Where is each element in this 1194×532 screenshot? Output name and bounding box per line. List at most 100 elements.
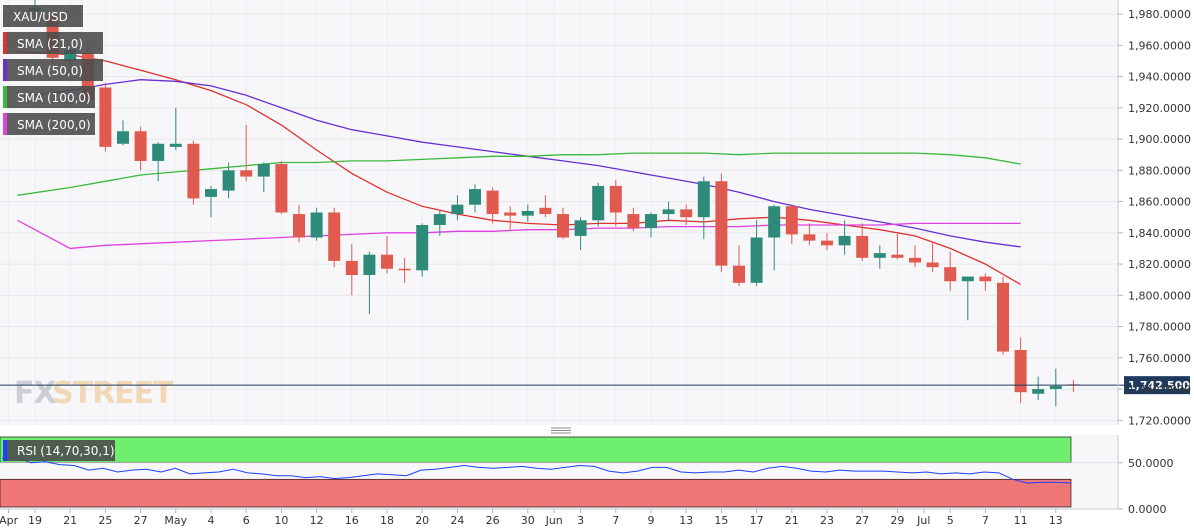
x-tick-label: Jul [916,514,930,527]
legend-rsi[interactable]: RSI (14,70,30,1) [3,440,115,461]
candle-body [398,268,411,271]
candle-body [169,143,182,147]
x-axis: Apr 19 21 25 27 May 4 6 10 12 16 18 20 24 26 30 Jun 3 7 9 13… [0,509,1063,527]
candle [838,220,851,255]
candle-body [222,170,235,191]
candle [680,204,693,225]
candle [345,243,358,296]
x-tick-label: 26 [486,514,500,527]
candle-body [293,214,305,238]
candle-body [345,260,358,275]
x-tick-label: 27 [134,514,148,527]
rsi-tick-label: 0.0000 [1128,503,1167,516]
legend-sma50-label: SMA (50,0) [17,64,83,78]
x-tick-label: 19 [28,514,42,527]
x-tick-label: 13 [1049,514,1063,527]
candle-body [187,143,200,199]
rsi-overbought-zone [0,436,1072,463]
legend-symbol[interactable]: XAU/USD [3,5,83,27]
candle-body [592,185,605,221]
x-tick-label: 27 [855,514,869,527]
y-tick-label: 1,820.0000 [1128,258,1191,271]
candle-body [257,164,270,177]
candle [557,207,569,240]
x-tick-label: 16 [345,514,359,527]
candle-body [944,267,957,282]
legend-sma21[interactable]: SMA (21,0) [3,32,103,54]
x-tick-label: 24 [450,514,464,527]
svg-text:STREET: STREET [52,376,174,411]
x-tick-label: 15 [714,514,728,527]
legend-sma100-label: SMA (100,0) [17,91,91,105]
candle [891,232,904,260]
candle [768,204,781,271]
candle [733,245,745,286]
candle [240,125,253,182]
candle-body [117,131,129,144]
candle [1014,337,1027,404]
candle [451,195,464,221]
candle [398,257,411,283]
candle-body [152,143,165,161]
x-tick-label: Apr [0,514,19,527]
candle-body [856,235,869,258]
candle [310,207,323,241]
candle [187,140,200,205]
last-price-line: 1,742.5000 [0,376,1194,395]
x-tick-label: 3 [577,514,584,527]
candle-body [240,170,253,177]
candle-body [1049,385,1062,390]
candle [521,204,534,222]
candle-body [680,209,693,218]
legend-sma200[interactable]: SMA (200,0) [3,113,95,135]
svg-text:FX: FX [14,376,56,411]
rsi-pane [0,436,1118,508]
candle-body [486,190,499,215]
x-tick-label: 12 [310,514,324,527]
x-tick-label: 7 [982,514,989,527]
y-tick-label: 1,860.0000 [1128,196,1191,209]
candle [873,245,886,269]
candles [29,0,1080,407]
legend-sma200-label: SMA (200,0) [17,118,91,132]
candle-body [733,265,745,283]
candle-body [469,189,481,205]
x-tick-label: 11 [1014,514,1028,527]
candle [856,223,869,261]
candle-body [838,235,851,246]
legend: XAU/USD SMA (21,0) SMA (50,0) SMA (100,0… [3,5,115,461]
candle-body [926,262,939,268]
candle-body [134,131,147,161]
y-tick-label: 1,960.0000 [1128,39,1191,52]
legend-sma100[interactable]: SMA (100,0) [3,86,95,108]
candle-body [205,189,217,197]
candle [381,235,393,274]
candle-body [416,225,429,271]
x-tick-label: 30 [521,514,535,527]
candle [574,217,587,250]
candle-body [521,210,534,216]
x-tick-label: 21 [63,514,77,527]
candle [803,223,816,246]
candle [785,204,798,244]
x-tick-label: 10 [274,514,288,527]
x-tick-label: 23 [820,514,834,527]
x-tick-label: 6 [243,514,250,527]
candle-body [821,240,833,246]
candle-body [997,282,1009,352]
candle [961,276,974,321]
candle-body [310,212,323,238]
candle-body [891,254,904,258]
candle [592,182,605,227]
candle-body [451,204,464,215]
candle [416,223,429,277]
legend-sma50[interactable]: SMA (50,0) [3,59,103,81]
rsi-oversold-zone [0,478,1072,508]
candle [821,232,833,250]
x-tick-label: 4 [208,514,215,527]
x-tick-label: 20 [415,514,429,527]
last-price-label: 1,742.5000 [1128,379,1194,392]
x-tick-label: 13 [679,514,693,527]
candle [926,242,939,272]
